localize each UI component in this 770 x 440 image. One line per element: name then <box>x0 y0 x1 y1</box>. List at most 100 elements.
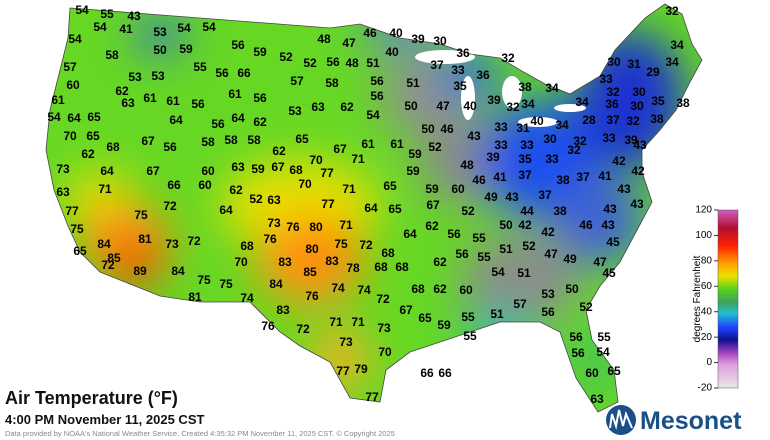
colorbar <box>717 209 739 389</box>
station-temperature: 38 <box>553 204 567 218</box>
station-temperature: 43 <box>630 197 644 211</box>
station-temperature: 65 <box>295 132 309 146</box>
station-temperature: 32 <box>501 51 515 65</box>
station-temperature: 34 <box>521 97 535 111</box>
station-temperature: 62 <box>425 219 439 233</box>
station-temperature: 65 <box>73 244 87 258</box>
station-temperature: 74 <box>357 283 371 297</box>
station-temperature: 47 <box>436 99 450 113</box>
station-temperature: 59 <box>179 42 193 56</box>
station-temperature: 68 <box>289 163 303 177</box>
station-temperature: 34 <box>545 81 559 95</box>
station-temperature: 73 <box>267 216 281 230</box>
station-temperature: 77 <box>336 364 350 378</box>
station-temperature: 66 <box>237 66 251 80</box>
station-temperature: 33 <box>494 138 508 152</box>
station-temperature: 75 <box>334 237 348 251</box>
station-temperature: 41 <box>119 22 133 36</box>
station-temperature: 54 <box>491 265 505 279</box>
station-temperature: 54 <box>68 32 82 46</box>
station-temperature: 28 <box>582 113 596 127</box>
station-temperature: 53 <box>128 70 142 84</box>
station-temperature: 63 <box>121 96 135 110</box>
station-temperature: 83 <box>278 255 292 269</box>
station-temperature: 57 <box>513 297 527 311</box>
station-temperature: 38 <box>518 80 532 94</box>
station-temperature: 43 <box>617 182 631 196</box>
station-temperature: 42 <box>518 218 532 232</box>
station-temperature: 65 <box>86 129 100 143</box>
station-temperature: 46 <box>363 26 377 40</box>
station-temperature: 72 <box>163 199 177 213</box>
subtitle: 4:00 PM November 11, 2025 CST <box>5 412 204 427</box>
station-temperature: 76 <box>263 232 277 246</box>
credit: Data provided by NOAA's National Weather… <box>5 429 395 438</box>
station-temperature: 37 <box>538 188 552 202</box>
station-temperature: 56 <box>571 346 585 360</box>
station-temperature: 75 <box>219 277 233 291</box>
station-temperature: 71 <box>98 182 112 196</box>
station-temperature: 64 <box>100 164 114 178</box>
station-temperature: 54 <box>75 3 89 17</box>
station-temperature: 84 <box>171 264 185 278</box>
station-temperature: 30 <box>607 55 621 69</box>
station-temperature: 77 <box>320 166 334 180</box>
station-temperature: 67 <box>426 198 440 212</box>
station-temperature: 54 <box>47 110 61 124</box>
station-temperature: 72 <box>376 292 390 306</box>
station-temperature: 61 <box>361 137 375 151</box>
station-temperature: 40 <box>530 114 544 128</box>
station-temperature: 42 <box>541 225 555 239</box>
station-temperature: 60 <box>459 283 473 297</box>
station-temperature: 67 <box>271 160 285 174</box>
station-temperature: 42 <box>631 164 645 178</box>
station-temperature: 85 <box>303 265 317 279</box>
station-temperature: 56 <box>541 305 555 319</box>
station-temperature: 38 <box>650 112 664 126</box>
station-temperature: 35 <box>453 79 467 93</box>
station-temperature: 68 <box>106 140 120 154</box>
station-temperature: 52 <box>279 50 293 64</box>
station-temperature: 62 <box>253 115 267 129</box>
station-temperature: 59 <box>437 318 451 332</box>
station-temperature: 78 <box>346 261 360 275</box>
station-temperature: 71 <box>351 152 365 166</box>
station-temperature: 55 <box>193 60 207 74</box>
station-temperature: 85 <box>107 251 121 265</box>
station-temperature: 63 <box>311 100 325 114</box>
station-temperature: 36 <box>476 68 490 82</box>
station-temperature: 30 <box>630 99 644 113</box>
station-temperature: 56 <box>253 91 267 105</box>
station-temperature: 70 <box>309 153 323 167</box>
station-temperature: 43 <box>601 218 615 232</box>
station-temperature: 39 <box>487 93 501 107</box>
station-temperature: 56 <box>370 89 384 103</box>
station-temperature: 68 <box>374 260 388 274</box>
station-temperature: 81 <box>138 232 152 246</box>
station-temperature: 33 <box>451 63 465 77</box>
station-temperature: 47 <box>342 36 356 50</box>
station-temperature: 67 <box>399 303 413 317</box>
station-temperature: 61 <box>166 94 180 108</box>
station-temperature: 39 <box>486 150 500 164</box>
station-temperature: 47 <box>544 247 558 261</box>
colorbar-tick-label: 40 <box>701 306 713 317</box>
station-temperature: 62 <box>272 144 286 158</box>
station-temperature: 79 <box>354 362 368 376</box>
station-temperature: 60 <box>451 182 465 196</box>
station-temperature: 73 <box>56 162 70 176</box>
colorbar-tick-label: -20 <box>698 383 713 394</box>
station-temperature: 32 <box>606 85 620 99</box>
station-temperature: 40 <box>385 45 399 59</box>
station-temperature: 68 <box>395 260 409 274</box>
station-temperature: 58 <box>201 135 215 149</box>
station-temperature: 73 <box>339 335 353 349</box>
station-temperature: 34 <box>575 95 589 109</box>
station-temperature: 55 <box>100 7 114 21</box>
station-temperature: 60 <box>198 178 212 192</box>
station-temperature: 36 <box>605 97 619 111</box>
station-temperature: 51 <box>499 242 513 256</box>
station-temperature: 31 <box>627 57 641 71</box>
station-temperature: 55 <box>463 329 477 343</box>
